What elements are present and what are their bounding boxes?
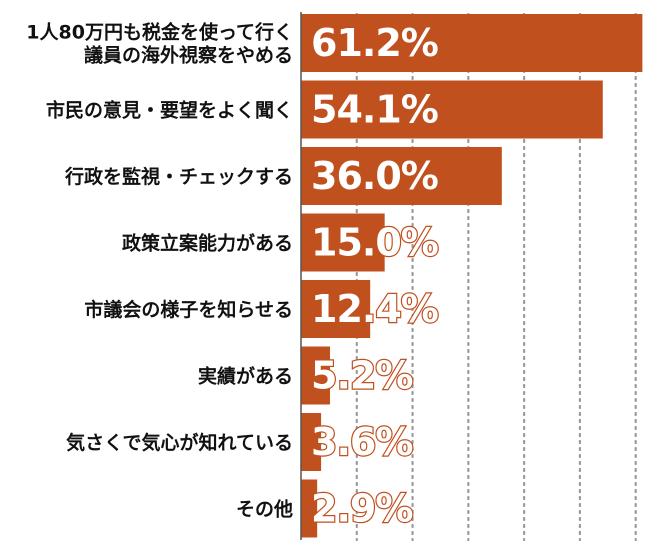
value-label: 54.1%	[311, 88, 438, 132]
value-labels: 61.2% 54.1% 36.0% 15.0% 12.4% 5.2% 3.6% 2.9%	[310, 20, 440, 532]
category-label-line: 気さくで気心が知れている	[66, 431, 293, 454]
value-label: 61.2%	[311, 21, 438, 65]
bars	[301, 14, 643, 538]
bar	[301, 346, 331, 405]
value-label: 36.0%	[311, 154, 438, 198]
category-label: 市議会の様子を知らせる	[84, 298, 293, 321]
value-label: 15.0%	[311, 221, 438, 265]
value-label: 12.4%	[311, 287, 438, 331]
bar	[301, 280, 371, 338]
bar	[301, 213, 385, 272]
category-label-line: 1人80万円も税金を使って行く	[26, 20, 293, 43]
bar	[301, 413, 322, 471]
value-label: 3.6%	[311, 420, 412, 464]
category-label-line: 行政を監視・チェックする	[64, 165, 293, 188]
bar	[301, 479, 318, 538]
category-label-line: 議員の海外視察をやめる	[84, 43, 293, 66]
value-label: 2.9%	[311, 487, 412, 531]
bar	[301, 147, 502, 205]
category-label-line: 実績がある	[198, 364, 293, 387]
category-label: 行政を監視・チェックする	[64, 165, 293, 188]
category-label: 1人80万円も税金を使って行く議員の海外視察をやめる	[26, 20, 293, 66]
category-label: 実績がある	[198, 364, 293, 387]
category-label: その他	[236, 497, 293, 520]
category-label: 市民の意見・要望をよく聞く	[46, 98, 293, 121]
category-labels: 1人80万円も税金を使って行く議員の海外視察をやめる市民の意見・要望をよく聞く行…	[26, 20, 293, 520]
bar	[301, 14, 643, 72]
category-label: 気さくで気心が知れている	[66, 431, 293, 454]
category-label-line: その他	[236, 497, 293, 520]
value-label: 5.2%	[311, 354, 412, 398]
category-label-line: 政策立案能力がある	[122, 231, 293, 254]
category-label-line: 市民の意見・要望をよく聞く	[46, 98, 293, 121]
category-label: 政策立案能力がある	[122, 231, 293, 254]
bar	[301, 80, 603, 139]
category-label-line: 市議会の様子を知らせる	[84, 298, 293, 321]
